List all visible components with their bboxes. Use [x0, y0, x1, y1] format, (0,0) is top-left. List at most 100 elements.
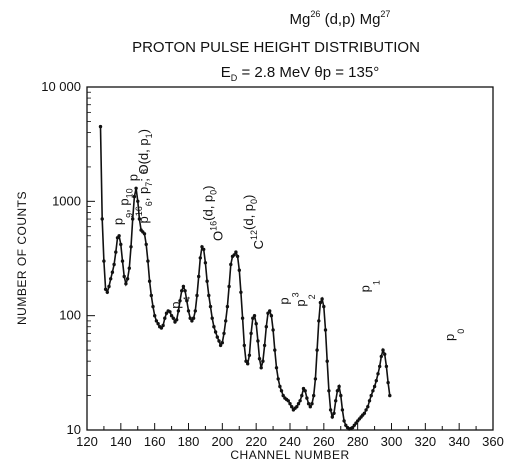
- data-point: [234, 250, 238, 254]
- peak-label: O16(d, p0): [200, 185, 225, 241]
- data-point: [127, 266, 131, 270]
- data-point: [120, 259, 125, 263]
- data-point: [278, 384, 282, 389]
- title-line-2: PROTON PULSE HEIGHT DISTRIBUTION: [132, 39, 420, 56]
- data-point: [252, 314, 257, 318]
- data-point: [295, 405, 299, 409]
- data-point: [131, 217, 135, 221]
- data-point: [180, 289, 184, 293]
- data-point: [235, 254, 240, 259]
- data-point: [137, 217, 142, 221]
- data-point: [195, 293, 199, 298]
- data-point: [386, 380, 390, 385]
- data-point: [339, 393, 343, 398]
- title-line-3: ED = 2.8 MeV θp = 135°: [221, 64, 379, 83]
- x-tick-label: 120: [76, 434, 98, 449]
- data-point: [366, 405, 370, 409]
- data-point: [312, 393, 316, 398]
- x-tick-label: 200: [211, 434, 233, 449]
- data-point: [384, 364, 389, 369]
- data-point: [310, 402, 314, 406]
- data-point: [317, 319, 321, 323]
- x-tick-label: 240: [279, 434, 301, 449]
- data-point: [261, 359, 265, 363]
- data-point: [296, 402, 301, 406]
- data-point: [208, 304, 213, 309]
- data-point: [315, 348, 319, 352]
- data-point: [337, 384, 341, 389]
- data-point: [298, 399, 302, 403]
- data-point: [225, 304, 230, 309]
- data-point: [254, 322, 258, 326]
- x-tick-label: 260: [313, 434, 335, 449]
- data-point: [159, 326, 164, 330]
- data-point: [372, 384, 377, 389]
- data-point: [169, 314, 174, 318]
- data-point: [306, 402, 311, 406]
- data-curve: [99, 126, 391, 430]
- data-point: [109, 277, 113, 281]
- x-tick-label: 360: [482, 434, 504, 449]
- data-point: [229, 262, 233, 267]
- data-point: [105, 290, 110, 294]
- data-point: [323, 328, 328, 332]
- data-point: [100, 217, 104, 221]
- data-point: [251, 316, 255, 320]
- data-point: [262, 343, 267, 348]
- data-point: [210, 316, 214, 320]
- data-point: [129, 245, 133, 249]
- data-point: [332, 411, 336, 415]
- data-point: [103, 287, 108, 291]
- data-point: [188, 316, 192, 320]
- data-point: [249, 331, 253, 336]
- data-point: [181, 284, 186, 289]
- data-point: [273, 348, 277, 352]
- data-point: [281, 393, 285, 398]
- data-point: [268, 309, 272, 313]
- data-point: [257, 357, 262, 361]
- data-point: [327, 389, 331, 393]
- y-tick-label: 1000: [52, 193, 81, 208]
- title-line-1: Mg26 (d,p) Mg27: [290, 9, 391, 28]
- peak-label: p1: [358, 280, 382, 292]
- data-point: [269, 314, 274, 318]
- data-point: [168, 310, 172, 314]
- data-point: [388, 393, 392, 398]
- y-tick-label: 10 000: [41, 79, 81, 94]
- x-tick-label: 300: [381, 434, 403, 449]
- data-point: [185, 299, 189, 303]
- x-tick-label: 160: [144, 434, 166, 449]
- data-point: [175, 318, 179, 322]
- data-point: [318, 300, 323, 305]
- data-point: [144, 242, 148, 247]
- data-point: [217, 339, 221, 343]
- data-point: [122, 274, 126, 279]
- data-point: [186, 309, 191, 313]
- peak-label: p4: [168, 296, 192, 308]
- data-point: [271, 328, 275, 332]
- data-point: [279, 389, 284, 393]
- data-point: [276, 377, 280, 381]
- data-point: [264, 325, 268, 329]
- data-point: [220, 341, 224, 345]
- data-point: [136, 199, 140, 203]
- data-point: [274, 366, 279, 370]
- data-point: [151, 304, 155, 309]
- y-tick-label: 100: [59, 308, 81, 323]
- data-point: [110, 270, 115, 274]
- data-point: [203, 261, 208, 265]
- data-point: [149, 293, 153, 298]
- data-point: [313, 377, 318, 381]
- data-point: [119, 242, 123, 247]
- data-point: [193, 309, 197, 313]
- data-point: [328, 408, 333, 412]
- data-point: [205, 279, 209, 283]
- data-point: [213, 330, 218, 334]
- data-point: [378, 364, 382, 369]
- data-point: [256, 339, 260, 343]
- data-point: [369, 393, 373, 398]
- data-point: [244, 359, 248, 363]
- data-point: [242, 343, 246, 348]
